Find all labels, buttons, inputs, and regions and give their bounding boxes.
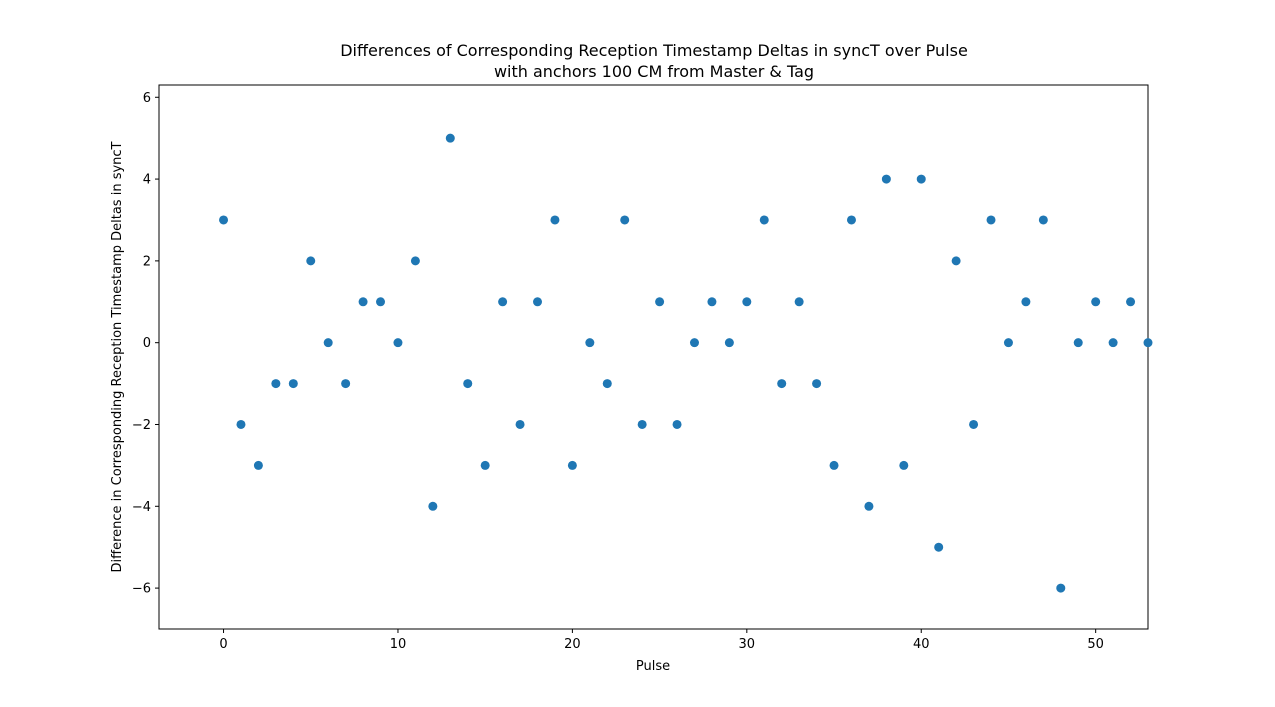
data-point [463,379,473,389]
chart-title: Differences of Corresponding Reception T… [340,41,968,60]
data-point [829,460,839,470]
data-point [341,379,351,389]
x-axis-label: Pulse [636,659,670,674]
data-point [480,460,490,470]
data-points [219,133,1153,593]
x-tick-label: 20 [564,637,581,652]
data-point [306,256,316,266]
data-point [672,419,682,429]
y-tick-label: −2 [132,418,151,433]
x-tick-label: 0 [219,637,227,652]
y-tick-label: 4 [143,173,151,188]
data-point [288,379,298,389]
data-point [1038,215,1048,225]
data-point [271,379,281,389]
data-point [916,174,926,184]
data-point [846,215,856,225]
data-point [1143,338,1153,348]
data-point [620,215,630,225]
data-point [794,297,804,307]
data-point [689,338,699,348]
data-point [236,419,246,429]
data-point [585,338,595,348]
data-point [759,215,769,225]
data-point [567,460,577,470]
data-point [410,256,420,266]
data-point [1073,338,1083,348]
data-point [550,215,560,225]
data-point [393,338,403,348]
data-point [323,338,333,348]
data-point [1108,338,1118,348]
data-point [812,379,822,389]
data-point [1003,338,1013,348]
data-point [655,297,665,307]
chart-subtitle: with anchors 100 CM from Master & Tag [494,62,814,81]
data-point [515,419,525,429]
data-point [219,215,229,225]
data-point [445,133,455,143]
data-point [969,419,979,429]
data-point [1091,297,1101,307]
data-point [376,297,386,307]
y-axis-label: Difference in Corresponding Reception Ti… [110,141,125,572]
data-point [934,542,944,552]
data-point [777,379,787,389]
y-tick-label: 2 [143,254,151,269]
data-point [1021,297,1031,307]
y-axis: −6 −4 −2 0 2 4 6 [132,91,159,597]
x-tick-label: 30 [739,637,756,652]
x-tick-label: 50 [1087,637,1104,652]
data-point [742,297,752,307]
data-point [881,174,891,184]
y-tick-label: 6 [143,91,151,106]
y-tick-label: −6 [132,582,151,597]
data-point [1056,583,1066,593]
data-point [986,215,996,225]
data-point [707,297,717,307]
y-tick-label: −4 [132,500,151,515]
data-point [864,501,874,511]
plot-area [158,84,1149,630]
data-point [637,419,647,429]
data-point [724,338,734,348]
y-tick-label: 0 [143,336,151,351]
x-axis: 0 10 20 30 40 50 [219,629,1104,652]
x-tick-label: 10 [390,637,407,652]
x-tick-label: 40 [913,637,930,652]
data-point [602,379,612,389]
data-point [533,297,543,307]
data-point [428,501,438,511]
data-point [253,460,263,470]
data-point [358,297,368,307]
data-point [1126,297,1136,307]
data-point [951,256,961,266]
data-point [498,297,508,307]
data-point [899,460,909,470]
